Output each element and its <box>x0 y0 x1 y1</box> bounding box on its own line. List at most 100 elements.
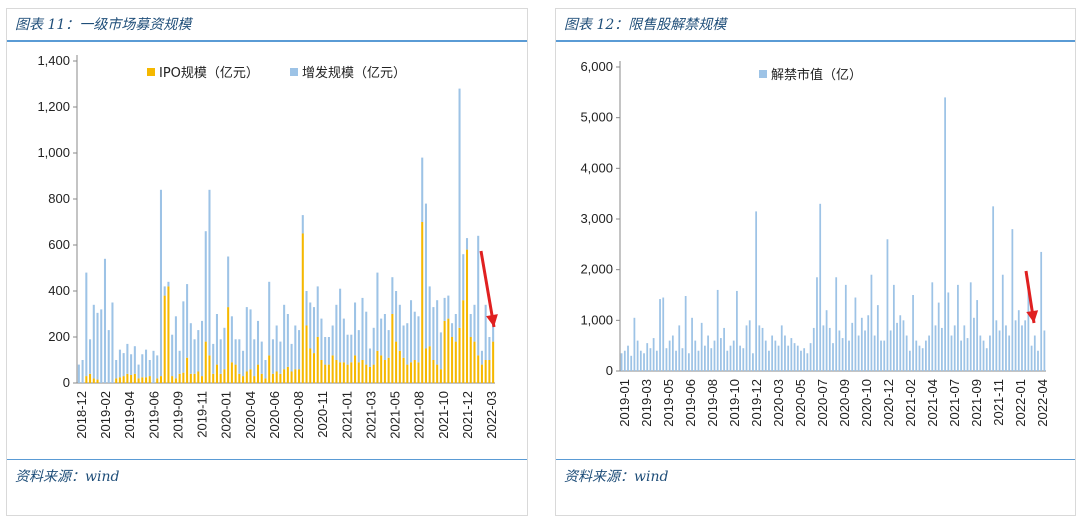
ipo-bar <box>92 378 95 383</box>
lockup-expiry-bar <box>662 297 665 371</box>
secondary-offering-bar <box>212 343 215 374</box>
lockup-expiry-bar <box>998 330 1001 371</box>
lockup-expiry-bar <box>620 353 623 371</box>
secondary-offering-bar <box>376 272 379 351</box>
ipo-bar <box>424 348 427 383</box>
secondary-offering-bar <box>148 360 151 377</box>
lockup-expiry-bar <box>950 335 953 371</box>
ipo-bar <box>398 350 401 383</box>
ipo-bar <box>410 362 413 383</box>
lockup-expiry-bar <box>784 335 786 371</box>
lockup-expiry-bar <box>912 295 914 371</box>
lockup-expiry-bar <box>780 325 783 371</box>
secondary-offering-bar <box>230 316 233 363</box>
ipo-bar <box>294 369 297 383</box>
ipo-bar <box>406 364 409 383</box>
x-tick-label: 2021-10 <box>436 391 451 439</box>
y-tick-label: 2,000 <box>580 262 613 277</box>
y-tick-label: 200 <box>48 329 70 344</box>
secondary-offering-bar <box>383 314 386 360</box>
ipo-bar <box>469 337 472 383</box>
lockup-expiry-bar <box>937 302 940 371</box>
ipo-bar <box>215 364 218 383</box>
ipo-bar <box>443 320 446 383</box>
secondary-offering-bar <box>439 332 442 370</box>
ipo-bar <box>264 378 267 383</box>
secondary-offering-bar <box>264 360 267 379</box>
lockup-expiry-bar <box>1017 310 1020 371</box>
lockup-expiry-chart: 0 1,000 2,000 3,000 4,000 5,000 6,000 2019-01 20… <box>580 59 1050 427</box>
lockup-expiry-bar <box>655 350 658 371</box>
lockup-expiry-bar <box>825 310 828 371</box>
lockup-expiry-bar <box>745 325 748 371</box>
secondary-offering-bar <box>465 238 469 250</box>
source-divider <box>556 459 1075 460</box>
ipo-bar <box>137 378 140 383</box>
legend-label: IPO规模（亿元） <box>159 66 259 81</box>
lockup-expiry-bar <box>953 325 956 371</box>
lockup-expiry-bar <box>931 282 934 371</box>
lockup-expiry-bar <box>704 345 706 371</box>
y-tick-label: 1,200 <box>37 99 70 114</box>
x-tick-label: 2020-04 <box>243 391 258 439</box>
lockup-expiry-bar <box>1005 325 1007 371</box>
ipo-bar <box>227 307 230 383</box>
lockup-expiry-bar <box>957 284 959 371</box>
ipo-financing-chart: 0 200 400 600 800 1,000 1,200 1,400 2018-12 2019-… <box>37 53 499 439</box>
secondary-offering-bar <box>298 330 301 370</box>
secondary-offering-bar <box>238 339 241 374</box>
lockup-expiry-bar <box>726 350 729 371</box>
legend-label: 解禁市值（亿） <box>771 67 862 83</box>
ipo-bar <box>212 373 215 383</box>
lockup-expiry-bar <box>736 290 738 371</box>
secondary-offering-bar <box>249 309 252 370</box>
y-tick-label: 5,000 <box>580 110 613 125</box>
secondary-offering-bar <box>193 339 196 374</box>
ipo-bar <box>327 364 330 383</box>
lockup-expiry-bar <box>1011 229 1014 371</box>
ipo-bar <box>368 366 371 383</box>
ipo-bar <box>402 357 405 383</box>
lockup-expiry-bar <box>966 338 969 371</box>
secondary-offering-bar <box>391 277 394 314</box>
lockup-expiry-bar <box>796 345 799 371</box>
x-tick-label: 2019-11 <box>195 391 210 438</box>
ipo-bar <box>391 314 394 383</box>
lockup-expiry-bar <box>694 340 697 371</box>
ipo-bar <box>480 364 483 383</box>
ipo-bar <box>208 355 211 383</box>
secondary-offering-bar <box>100 309 103 383</box>
ipo-bar <box>305 325 308 383</box>
secondary-offering-bar <box>77 364 80 383</box>
ipo-bar <box>316 337 319 383</box>
secondary-offering-bar <box>398 304 401 351</box>
secondary-offering-bar <box>171 334 174 377</box>
secondary-offering-bar <box>279 341 282 374</box>
x-tick-label: 2020-09 <box>837 379 852 427</box>
ipo-bar <box>126 373 129 383</box>
secondary-offering-bar <box>118 349 121 378</box>
secondary-offering-bar <box>424 203 427 349</box>
x-tick-label: 2021-09 <box>969 379 984 427</box>
lockup-expiry-bar <box>764 340 767 371</box>
lockup-expiry-bar <box>716 289 719 371</box>
lockup-expiry-bar <box>790 338 793 371</box>
ipo-bar <box>96 379 99 383</box>
secondary-offering-bar <box>406 323 409 365</box>
lockup-expiry-bar <box>758 325 761 371</box>
x-tick-label: 2021-05 <box>388 391 403 439</box>
secondary-offering-bar <box>480 350 483 365</box>
ipo-bar <box>286 366 289 383</box>
x-tick-label: 2019-06 <box>146 391 161 439</box>
ipo-bar <box>174 378 177 383</box>
ipo-bar <box>421 222 424 383</box>
lockup-expiry-bar <box>1043 330 1046 371</box>
lockup-expiry-bar <box>1021 325 1023 371</box>
x-tick-label: 2022-01 <box>1013 379 1028 427</box>
lockup-expiry-bar <box>755 211 758 371</box>
trend-arrow-head <box>1026 310 1039 323</box>
ipo-bar <box>163 295 166 383</box>
secondary-offering-bar <box>447 295 450 319</box>
lockup-expiry-bar <box>1024 320 1027 371</box>
lockup-expiry-bar <box>892 284 895 371</box>
